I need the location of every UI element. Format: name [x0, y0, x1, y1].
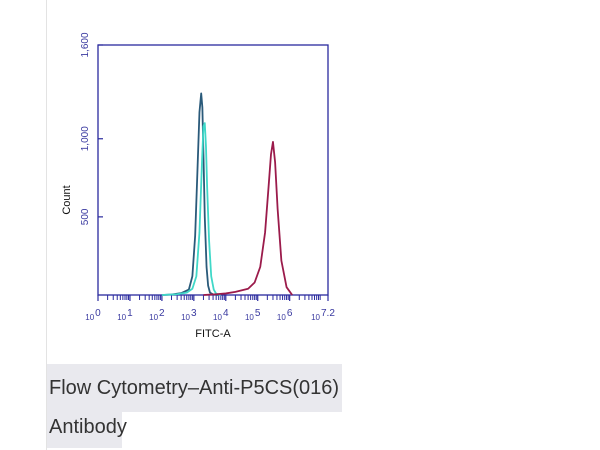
left-divider-line	[46, 0, 47, 450]
x-axis-label: FITC-A	[195, 328, 231, 340]
x-axis: 100 101 102 103 104 105 106 107.2	[85, 295, 335, 322]
x-tick-label: 105	[245, 308, 261, 322]
x-tick-label: 100	[85, 308, 101, 322]
x-tick-label: 104	[213, 308, 229, 322]
y-axis: 500 1,000 1,600	[80, 32, 103, 225]
figure-caption-line-1: Flow Cytometry–Anti-P5CS(016)	[47, 364, 342, 412]
x-tick-label: 107.2	[311, 308, 335, 322]
series-line-1	[161, 92, 219, 296]
y-tick-label: 500	[80, 208, 91, 225]
y-tick-label: 1,000	[80, 126, 91, 151]
x-tick-label: 103	[181, 308, 197, 322]
series-line-3	[203, 140, 293, 296]
histogram-series	[161, 92, 293, 296]
y-tick-label: 1,600	[80, 32, 91, 57]
x-tick-label: 106	[277, 308, 293, 322]
figure-caption-line-2: Antibody	[47, 412, 127, 448]
y-axis-label: Count	[61, 185, 73, 214]
x-tick-label: 101	[117, 308, 133, 322]
x-tick-label: 102	[149, 308, 165, 322]
series-line-2	[161, 122, 222, 296]
plot-area-frame	[97, 44, 329, 296]
